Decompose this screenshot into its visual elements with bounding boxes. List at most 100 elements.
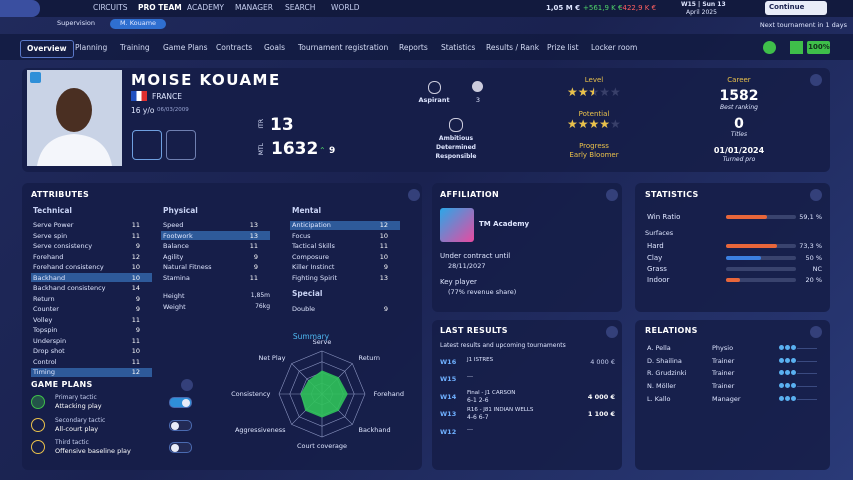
- relation-dot: [785, 357, 790, 363]
- arrow-button[interactable]: [408, 189, 420, 201]
- tab[interactable]: Statistics: [441, 43, 476, 52]
- tab[interactable]: Overview: [20, 40, 74, 58]
- nav-item[interactable]: CIRCUITS: [93, 3, 128, 12]
- panel-subtitle: Latest results and upcoming tournaments: [440, 342, 566, 349]
- relation-dot: [779, 383, 784, 389]
- attribute-value: 11: [249, 273, 258, 282]
- relation-role: Trainer: [712, 382, 735, 391]
- panel-title: GAME PLANS: [31, 380, 93, 389]
- attribute-value: 11: [379, 242, 388, 250]
- toggle[interactable]: [169, 397, 192, 408]
- bar: [726, 215, 768, 219]
- relation-dot: [785, 345, 790, 350]
- stat-value: 50 %: [805, 254, 822, 262]
- axis-label: Return: [358, 353, 381, 362]
- nav-item[interactable]: MANAGER: [235, 3, 273, 12]
- stars-fill: ★★★★★: [567, 86, 594, 98]
- nav-item[interactable]: WORLD: [331, 3, 360, 12]
- axis-label: Consistency: [231, 389, 271, 398]
- arrow-button[interactable]: [810, 326, 822, 338]
- contract-end: 28/11/2027: [448, 262, 486, 270]
- relation-dot: [785, 395, 790, 401]
- attribute-value: 9: [383, 263, 388, 271]
- edit-button[interactable]: [30, 72, 41, 83]
- event: ---: [467, 427, 473, 433]
- attribute-value: 12: [131, 368, 140, 376]
- prize: 4 000 €: [590, 358, 615, 366]
- tab[interactable]: Results / Rank: [486, 43, 540, 52]
- nav-item[interactable]: ACADEMY: [187, 3, 224, 12]
- status-count: 3: [475, 96, 481, 104]
- body-value: 1,85m: [250, 292, 270, 299]
- panel-title: RELATIONS: [645, 326, 698, 335]
- toggle[interactable]: [169, 442, 192, 453]
- tab[interactable]: Contracts: [216, 43, 253, 52]
- arrow-button[interactable]: [810, 189, 822, 201]
- prize: 4 000 €: [587, 393, 615, 401]
- sub-nav-active: [110, 19, 166, 29]
- axis-label: Court coverage: [296, 441, 348, 450]
- tab[interactable]: Tournament registration: [298, 43, 389, 52]
- nav-item[interactable]: PRO TEAM: [138, 3, 182, 12]
- attribute-name: Killer Instinct: [292, 263, 335, 271]
- tab[interactable]: Planning: [75, 43, 108, 52]
- tab[interactable]: Locker room: [591, 43, 638, 52]
- relation-name: N. Möller: [647, 382, 676, 391]
- expenses: -422,9 K €: [620, 4, 657, 12]
- arrow-button[interactable]: [181, 379, 193, 391]
- best-ranking: 1582: [719, 88, 759, 104]
- panel-title: AFFILIATION: [440, 190, 499, 199]
- mtl: 1632: [271, 139, 319, 159]
- sub-nav-item[interactable]: Supervision: [57, 19, 95, 27]
- axis-label: Aggressiveness: [234, 426, 286, 435]
- relation-name: R. Grudzinki: [647, 369, 687, 378]
- axis-label: Net Play: [258, 353, 286, 362]
- relation-role: Manager: [712, 394, 741, 403]
- toggle-knob: [182, 398, 190, 407]
- attribute-name: Double: [292, 305, 316, 313]
- attribute-value: 9: [135, 242, 140, 250]
- continue-button[interactable]: [765, 1, 827, 15]
- event: Final - J1 CARSON: [467, 390, 516, 396]
- attribute-name: Forehand: [33, 252, 64, 261]
- tab[interactable]: Training: [120, 43, 150, 52]
- stat-value: 20 %: [805, 276, 822, 284]
- attribute-name: Natural Fitness: [163, 263, 212, 271]
- relation-dot: [779, 357, 784, 363]
- tactic-name: Attacking play: [55, 402, 102, 410]
- attribute-name: Forehand consistency: [33, 263, 104, 271]
- relation-dot: [791, 370, 796, 376]
- relation-role: Trainer: [712, 356, 735, 365]
- arrow-button[interactable]: [606, 326, 618, 338]
- attribute-value: 10: [131, 263, 140, 271]
- nav-item[interactable]: SEARCH: [285, 3, 316, 12]
- attribute-name: Topspin: [33, 326, 58, 334]
- arrow-button[interactable]: [810, 74, 822, 86]
- sub-nav-item[interactable]: M. Kouame: [119, 19, 157, 27]
- attribute-value: 9: [253, 263, 258, 271]
- tab[interactable]: Game Plans: [163, 43, 208, 52]
- nav-arrows[interactable]: [0, 0, 40, 17]
- bar-track: [726, 278, 796, 282]
- mtl-label: MTL: [258, 143, 265, 156]
- tactic-label: Third tactic: [55, 439, 89, 446]
- relation-line: [797, 373, 817, 375]
- toggle-knob: [171, 443, 179, 452]
- player-panel: [22, 68, 830, 172]
- attribute-value: 11: [131, 357, 140, 366]
- career-label: Career: [727, 76, 751, 84]
- toggle[interactable]: [169, 420, 192, 431]
- tab[interactable]: Goals: [264, 43, 285, 52]
- tab[interactable]: Prize list: [547, 43, 579, 52]
- relation-name: A. Pella: [647, 344, 671, 352]
- country: FRANCE: [152, 92, 182, 101]
- radar-area: [300, 370, 348, 418]
- tab[interactable]: Reports: [399, 43, 428, 52]
- attribute-value: 11: [131, 231, 140, 240]
- body-value: 76kg: [255, 302, 270, 310]
- attribute-value: 12: [379, 221, 388, 229]
- relation-line: [797, 360, 817, 362]
- income: +561,9 K €: [583, 4, 623, 12]
- attribute-value: 9: [135, 294, 140, 303]
- arrow-button[interactable]: [606, 189, 618, 201]
